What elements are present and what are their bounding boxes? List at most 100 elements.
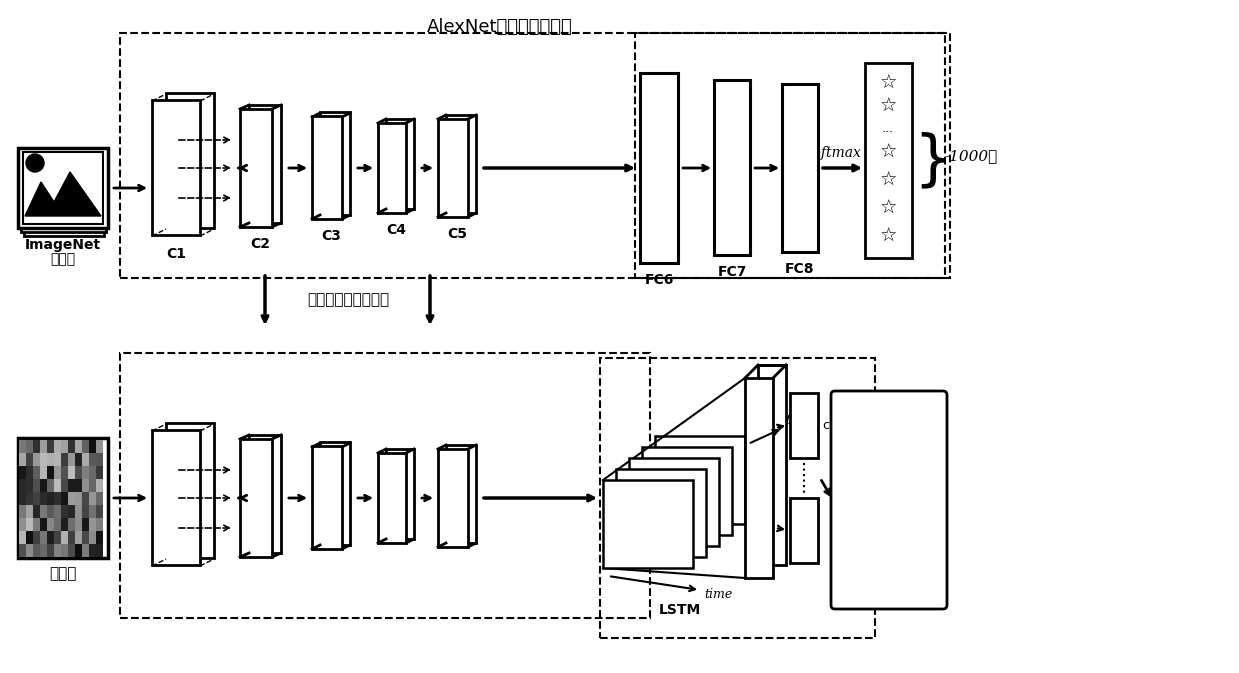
Bar bbox=[89, 544, 95, 557]
Bar bbox=[55, 505, 61, 518]
Bar bbox=[55, 453, 61, 466]
Bar bbox=[61, 466, 68, 479]
Bar bbox=[61, 505, 68, 518]
Text: 惊奇: 惊奇 bbox=[880, 409, 898, 425]
Bar bbox=[865, 63, 912, 258]
Bar bbox=[95, 479, 103, 492]
Bar bbox=[68, 440, 76, 453]
Bar bbox=[19, 479, 26, 492]
Text: FC6: FC6 bbox=[644, 273, 674, 287]
Bar bbox=[76, 466, 82, 479]
Bar bbox=[26, 544, 33, 557]
Bar bbox=[152, 430, 199, 565]
Bar bbox=[61, 440, 68, 453]
Text: 害怕: 害怕 bbox=[880, 509, 898, 524]
Text: ☆: ☆ bbox=[880, 170, 897, 190]
Bar bbox=[47, 518, 55, 531]
Bar bbox=[642, 447, 732, 535]
Bar bbox=[68, 544, 76, 557]
Bar bbox=[33, 466, 40, 479]
Bar bbox=[33, 492, 40, 505]
Text: ☆: ☆ bbox=[880, 96, 897, 116]
Text: 伤心: 伤心 bbox=[880, 443, 898, 458]
Bar bbox=[76, 544, 82, 557]
Bar bbox=[19, 518, 26, 531]
Text: ☆: ☆ bbox=[880, 227, 897, 246]
Bar bbox=[89, 479, 95, 492]
Text: LSTM: LSTM bbox=[659, 603, 701, 617]
Bar bbox=[387, 119, 414, 209]
Bar bbox=[82, 492, 89, 505]
Bar bbox=[82, 505, 89, 518]
Bar bbox=[120, 353, 650, 618]
Bar bbox=[40, 479, 47, 492]
Bar bbox=[47, 440, 55, 453]
Bar bbox=[249, 435, 281, 553]
Text: C1: C1 bbox=[166, 247, 186, 261]
Bar bbox=[55, 492, 61, 505]
Bar bbox=[312, 116, 342, 219]
Text: ☆: ☆ bbox=[880, 143, 897, 162]
Bar bbox=[76, 531, 82, 544]
Text: time: time bbox=[704, 588, 732, 601]
Text: }: } bbox=[913, 131, 952, 190]
Bar bbox=[40, 531, 47, 544]
Bar bbox=[152, 100, 199, 235]
Bar bbox=[95, 505, 103, 518]
Text: ImageNet: ImageNet bbox=[25, 238, 102, 252]
Bar bbox=[19, 505, 26, 518]
Bar bbox=[89, 466, 95, 479]
Bar bbox=[47, 492, 55, 505]
Bar bbox=[40, 440, 47, 453]
Bar bbox=[76, 453, 82, 466]
Bar bbox=[61, 531, 68, 544]
Text: c* maps: c* maps bbox=[823, 419, 875, 431]
Bar bbox=[55, 531, 61, 544]
Bar bbox=[782, 84, 818, 252]
Bar bbox=[26, 440, 33, 453]
Bar bbox=[95, 440, 103, 453]
Bar bbox=[19, 492, 26, 505]
Bar bbox=[47, 479, 55, 492]
Bar bbox=[82, 440, 89, 453]
Bar bbox=[24, 152, 103, 224]
Bar bbox=[33, 453, 40, 466]
Text: ☆: ☆ bbox=[880, 73, 897, 92]
Bar bbox=[19, 453, 26, 466]
Bar bbox=[26, 453, 33, 466]
Bar bbox=[446, 445, 476, 543]
Bar bbox=[89, 505, 95, 518]
Bar bbox=[636, 33, 950, 278]
Text: 卷积层特征参数迁移: 卷积层特征参数迁移 bbox=[307, 293, 389, 308]
Text: 语谱图: 语谱图 bbox=[50, 566, 77, 581]
Bar bbox=[68, 518, 76, 531]
Text: 高兴: 高兴 bbox=[880, 575, 898, 590]
Bar bbox=[68, 479, 76, 492]
Bar bbox=[439, 119, 468, 217]
Bar bbox=[76, 492, 82, 505]
Bar bbox=[603, 480, 693, 568]
Bar bbox=[40, 518, 47, 531]
Bar bbox=[68, 505, 76, 518]
Text: Softmax: Softmax bbox=[804, 146, 862, 160]
Bar bbox=[47, 453, 55, 466]
Bar bbox=[26, 466, 33, 479]
Bar bbox=[320, 442, 349, 545]
Bar bbox=[790, 393, 818, 458]
Bar bbox=[95, 492, 103, 505]
Circle shape bbox=[26, 154, 45, 172]
Bar bbox=[89, 453, 95, 466]
Bar bbox=[89, 518, 95, 531]
Bar bbox=[19, 531, 26, 544]
Text: AlexNet预训练网灹模型: AlexNet预训练网灹模型 bbox=[427, 18, 572, 36]
Bar bbox=[61, 544, 68, 557]
Bar bbox=[89, 531, 95, 544]
Bar bbox=[33, 440, 40, 453]
Bar bbox=[55, 466, 61, 479]
Bar bbox=[26, 492, 33, 505]
Bar bbox=[378, 453, 406, 543]
Bar bbox=[95, 453, 103, 466]
Bar bbox=[47, 544, 55, 557]
Bar bbox=[790, 498, 818, 563]
Bar bbox=[55, 479, 61, 492]
